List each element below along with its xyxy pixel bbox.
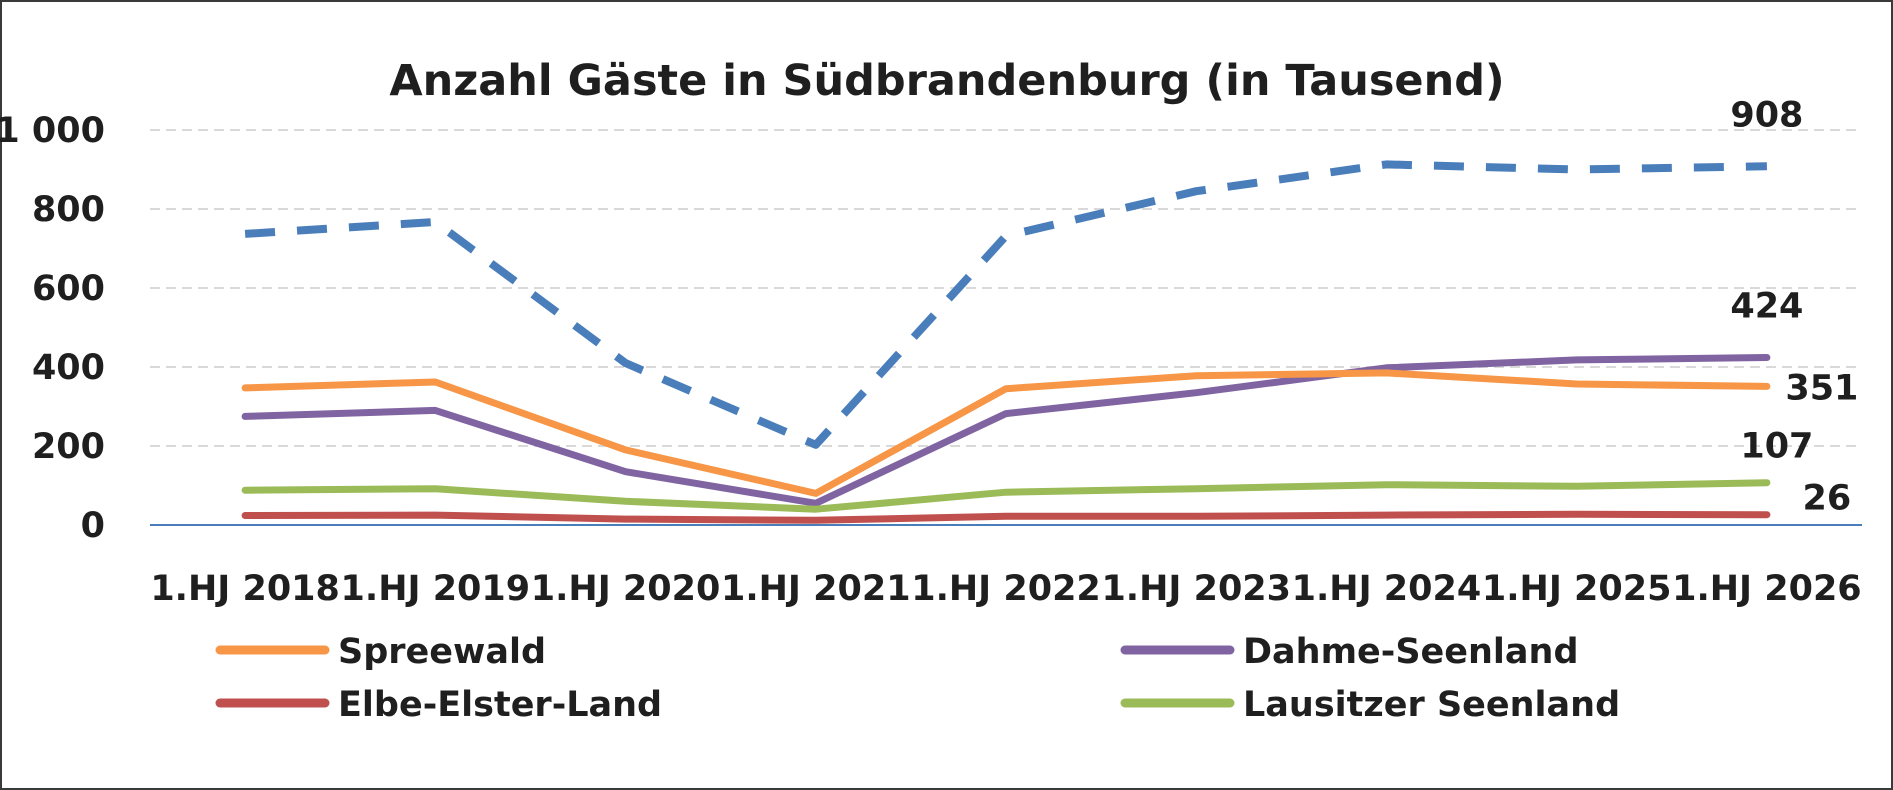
chart-title: Anzahl Gäste in Südbrandenburg (in Tause… (389, 56, 1504, 106)
x-tick-label: 1.HJ 2026 (1672, 569, 1862, 609)
legend-label: Lausitzer Seenland (1243, 685, 1620, 725)
legend-item: Lausitzer Seenland (1120, 685, 1620, 725)
data-labels: 908 424 351 107 26 (1730, 95, 1858, 518)
data-label: 26 (1803, 479, 1852, 519)
y-tick-label: 1 000 (0, 111, 105, 151)
y-tick-label: 800 (32, 190, 105, 230)
gridlines (150, 129, 1862, 447)
series-line (244, 160, 1767, 449)
y-tick-label: 600 (32, 269, 105, 309)
x-tick-label: 1.HJ 2022 (911, 569, 1101, 609)
data-label: 424 (1730, 287, 1803, 327)
legend-label: Elbe-Elster-Land (338, 685, 662, 725)
legend-label: Spreewald (338, 632, 546, 672)
x-tick-label: 1.HJ 2025 (1482, 569, 1672, 609)
legend-item: Elbe-Elster-Land (215, 685, 662, 725)
series-line (241, 510, 1771, 524)
x-tick-label: 1.HJ 2021 (721, 569, 911, 609)
data-label: 351 (1785, 368, 1858, 408)
y-tick-label: 200 (32, 427, 105, 467)
x-tick-label: 1.HJ 2023 (1101, 569, 1291, 609)
x-tick-label: 1.HJ 2019 (341, 569, 531, 609)
y-tick-label: 400 (32, 348, 105, 388)
x-tick-label: 1.HJ 2020 (531, 569, 721, 609)
legend-item: Spreewald (215, 632, 546, 672)
series-line (241, 369, 1771, 497)
legend-item: Dahme-Seenland (1120, 632, 1579, 672)
series-line (241, 479, 1771, 513)
y-tick-label: 0 (81, 506, 105, 546)
legend-label: Dahme-Seenland (1243, 632, 1579, 672)
x-tick-label: 1.HJ 2024 (1292, 569, 1482, 609)
series-lines (241, 160, 1771, 524)
legend: Spreewald Dahme-Seenland Elbe-Elster-Land L… (215, 632, 1620, 725)
series-line (241, 354, 1771, 507)
data-label: 107 (1740, 427, 1813, 467)
x-tick-label: 1.HJ 2018 (150, 569, 340, 609)
data-label: 908 (1730, 95, 1803, 135)
